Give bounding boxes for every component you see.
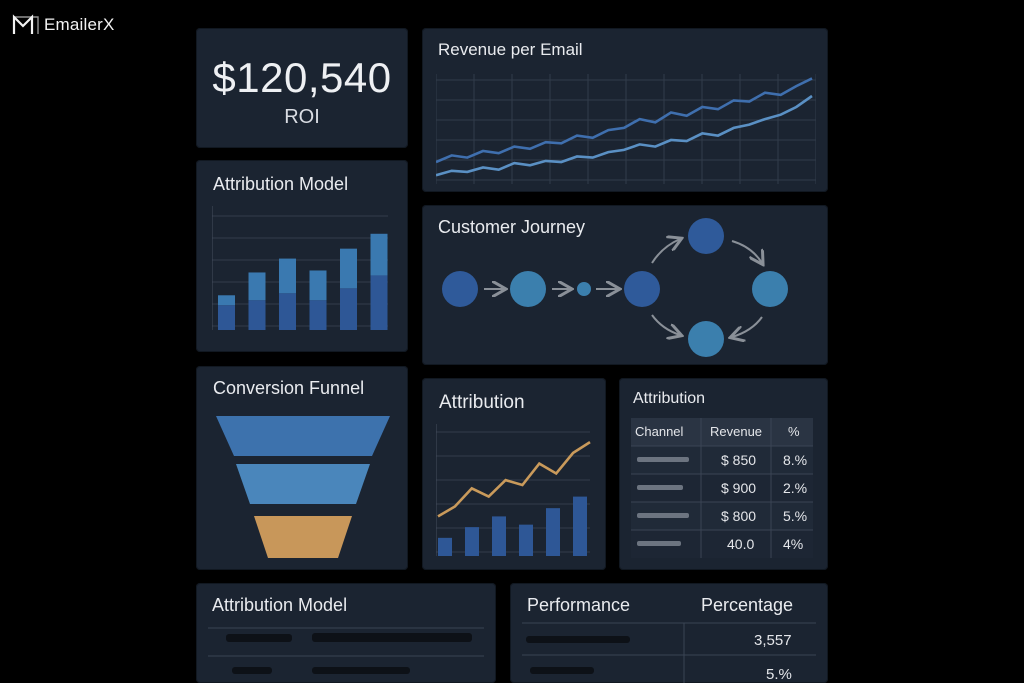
attribution-bar bbox=[573, 496, 587, 556]
journey-node-5 bbox=[688, 218, 724, 254]
row-4-pct: 4% bbox=[783, 536, 804, 552]
journey-arrow-7 bbox=[732, 316, 763, 337]
attribution-bar-lower bbox=[279, 293, 296, 330]
journey-node-3 bbox=[577, 282, 591, 296]
list-placeholder-1b bbox=[312, 633, 472, 642]
attribution-bar-lower bbox=[218, 305, 235, 330]
list-placeholder-2a bbox=[232, 667, 272, 674]
journey-arrow-6 bbox=[731, 240, 762, 263]
row-1-pct: 8.% bbox=[783, 452, 808, 468]
journey-flow-diagram bbox=[442, 218, 788, 357]
header-revenue: Revenue bbox=[710, 424, 763, 439]
conversion-funnel-title: Conversion Funnel bbox=[213, 378, 365, 398]
row-1-revenue: $ 850 bbox=[721, 452, 757, 468]
performance-rows bbox=[522, 622, 816, 683]
attribution-table: Channel Revenue % $ 850 8.% $ 900 2.% $ … bbox=[631, 418, 813, 558]
attribution-bar bbox=[546, 508, 560, 556]
attribution-model-list-title: Attribution Model bbox=[212, 595, 348, 615]
journey-arrow-5 bbox=[651, 314, 680, 335]
journey-node-6 bbox=[688, 321, 724, 357]
performance-card: Performance Percentage 3,557 5.% bbox=[510, 583, 828, 683]
attribution-chart-card: Attribution bbox=[422, 378, 606, 570]
journey-node-1 bbox=[442, 271, 478, 307]
attribution-model-card: Attribution Model bbox=[196, 160, 408, 352]
roi-card: $120,540 ROI bbox=[196, 28, 408, 148]
attribution-bar-upper bbox=[248, 272, 266, 301]
performance-placeholder-1 bbox=[526, 636, 630, 643]
attribution-model-title: Attribution Model bbox=[213, 174, 349, 194]
brand-logo[interactable]: EmailerX bbox=[12, 14, 115, 36]
revenue-per-email-title: Revenue per Email bbox=[438, 40, 583, 59]
attribution-bar bbox=[438, 537, 452, 556]
header-channel: Channel bbox=[635, 424, 684, 439]
percentage-header: Percentage bbox=[701, 595, 794, 615]
row-3-revenue: $ 800 bbox=[721, 508, 757, 524]
performance-title: Performance bbox=[527, 595, 631, 615]
row-3-pct: 5.% bbox=[783, 508, 808, 524]
attribution-bar bbox=[492, 516, 506, 556]
customer-journey-card: Customer Journey bbox=[422, 205, 828, 365]
attribution-bar-lower bbox=[309, 300, 327, 330]
attribution-bar-lower bbox=[370, 275, 388, 330]
performance-row-1-value: 3,557 bbox=[754, 632, 792, 649]
attribution-chart-title: Attribution bbox=[439, 392, 525, 413]
revenue-series-line-1 bbox=[436, 77, 813, 164]
journey-node-7 bbox=[752, 271, 788, 307]
funnel-stage-bottom bbox=[254, 516, 352, 558]
funnel-stage-top bbox=[216, 416, 390, 456]
performance-placeholder-2 bbox=[530, 667, 594, 674]
roi-value: $120,540 bbox=[212, 54, 392, 101]
attribution-model-list-card: Attribution Model bbox=[196, 583, 496, 683]
header-percent: % bbox=[788, 424, 800, 439]
attribution-bar-upper bbox=[309, 270, 327, 301]
journey-arrow-4 bbox=[651, 239, 680, 264]
row-2-revenue: $ 900 bbox=[721, 480, 757, 496]
attribution-bar-upper bbox=[370, 233, 388, 276]
channel-placeholder-3 bbox=[637, 513, 689, 518]
list-placeholder-2b bbox=[312, 667, 410, 674]
attribution-trend-line bbox=[437, 441, 591, 518]
attribution-bar-lower bbox=[340, 288, 357, 330]
revenue-series-line-2 bbox=[436, 94, 813, 177]
attribution-model-list-rows bbox=[208, 627, 484, 674]
attribution-table-grid bbox=[631, 418, 813, 558]
attribution-bar-upper bbox=[218, 295, 235, 306]
row-2-pct: 2.% bbox=[783, 480, 808, 496]
journey-node-4 bbox=[624, 271, 660, 307]
channel-placeholder-4 bbox=[637, 541, 681, 546]
list-placeholder-1a bbox=[226, 634, 292, 642]
revenue-per-email-chart bbox=[436, 74, 816, 184]
attribution-bar-upper bbox=[279, 258, 296, 294]
row-4-revenue: 40.0 bbox=[727, 536, 755, 552]
revenue-per-email-card: Revenue per Email bbox=[422, 28, 828, 192]
attribution-table-card: Attribution Channel Revenue % $ 850 8.% … bbox=[619, 378, 828, 570]
attribution-chart bbox=[436, 424, 591, 556]
channel-placeholder-1 bbox=[637, 457, 689, 462]
performance-row-2-value: 5.% bbox=[766, 666, 792, 683]
attribution-model-chart bbox=[212, 206, 388, 330]
funnel-chart bbox=[216, 416, 390, 558]
m-logo-icon bbox=[12, 14, 39, 34]
roi-label: ROI bbox=[284, 106, 320, 128]
attribution-bar bbox=[519, 524, 533, 556]
funnel-stage-middle bbox=[236, 464, 370, 504]
customer-journey-title: Customer Journey bbox=[438, 217, 586, 237]
brand-name: EmailerX bbox=[44, 15, 115, 34]
journey-node-2 bbox=[510, 271, 546, 307]
attribution-bar-upper bbox=[340, 248, 357, 289]
channel-placeholder-2 bbox=[637, 485, 683, 490]
attribution-table-title: Attribution bbox=[633, 390, 706, 407]
conversion-funnel-card: Conversion Funnel bbox=[196, 366, 408, 570]
attribution-bar bbox=[465, 527, 479, 556]
attribution-bar-lower bbox=[248, 300, 266, 330]
